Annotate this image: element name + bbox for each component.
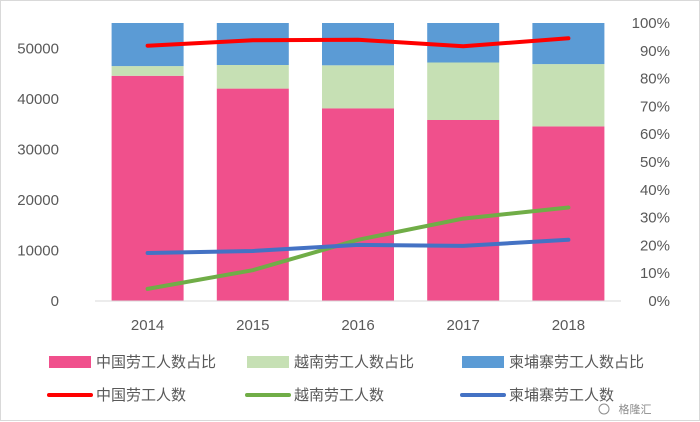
line-series-2 xyxy=(145,205,571,291)
x-tick-label: 2018 xyxy=(552,317,585,334)
y-left-tick-label: 30000 xyxy=(17,141,59,158)
bar-segment-2-2018 xyxy=(532,64,605,127)
bar-segment-1-2014 xyxy=(111,75,184,301)
y-left-tick-label: 50000 xyxy=(17,40,59,57)
legend-label: 中国劳工人数占比 xyxy=(96,353,216,371)
y-right-tick-label: 20% xyxy=(640,237,670,254)
y-left-tick-label: 10000 xyxy=(17,243,59,260)
x-tick-label: 2016 xyxy=(341,317,374,334)
y-right-tick-label: 0% xyxy=(648,293,670,310)
legend-label: 柬埔寨劳工人数占比 xyxy=(509,353,644,371)
y-right-tick-label: 30% xyxy=(640,210,670,227)
watermark-text: 格隆汇 xyxy=(619,402,652,416)
stacked-bar-group xyxy=(111,23,605,302)
watermark-logo-icon xyxy=(598,403,610,415)
legend-label: 中国劳工人数 xyxy=(96,386,186,404)
line-series-3 xyxy=(145,237,571,255)
y-right-tick-label: 70% xyxy=(640,98,670,115)
legend-swatch xyxy=(462,356,504,368)
x-tick-label: 2014 xyxy=(131,317,164,334)
y-right-tick-label: 100% xyxy=(632,15,670,32)
bar-segment-1-2015 xyxy=(216,88,289,301)
y-right-tick-label: 60% xyxy=(640,126,670,143)
legend-label: 柬埔寨劳工人数 xyxy=(509,386,614,404)
y-left-tick-label: 0 xyxy=(51,293,59,310)
bar-segment-3-2015 xyxy=(216,23,289,65)
y-right-tick-label: 80% xyxy=(640,71,670,88)
y-right-tick-label: 10% xyxy=(640,265,670,282)
x-tick-label: 2015 xyxy=(236,317,269,334)
x-tick-label: 2017 xyxy=(447,317,480,334)
bar-segment-1-2018 xyxy=(532,126,605,302)
bar-segment-3-2018 xyxy=(532,23,605,65)
bar-segment-1-2017 xyxy=(427,120,500,301)
bar-segment-1-2016 xyxy=(322,108,394,301)
bar-segment-2-2015 xyxy=(216,65,289,89)
legend-label: 越南劳工人数 xyxy=(294,386,384,404)
y-left-tick-label: 40000 xyxy=(17,91,59,108)
legend-swatch xyxy=(49,356,91,368)
bar-segment-3-2016 xyxy=(322,23,394,66)
y-left-tick-label: 20000 xyxy=(17,192,59,209)
watermark: 格隆汇 xyxy=(598,402,652,416)
line-series-group xyxy=(145,36,571,291)
legend-label: 越南劳工人数占比 xyxy=(294,353,414,371)
y-right-tick-label: 40% xyxy=(640,182,670,199)
line-series-1 xyxy=(145,36,571,49)
bar-segment-2-2017 xyxy=(427,62,500,120)
bar-segment-2-2016 xyxy=(322,65,394,109)
axes-group: 0 10000 20000 30000 40000 50000 0% 10% 20% 30% 40%… xyxy=(17,15,670,334)
y-right-tick-label: 90% xyxy=(640,43,670,60)
bar-segment-2-2014 xyxy=(111,66,184,76)
y-right-tick-label: 50% xyxy=(640,154,670,171)
legend-swatch xyxy=(247,356,289,368)
